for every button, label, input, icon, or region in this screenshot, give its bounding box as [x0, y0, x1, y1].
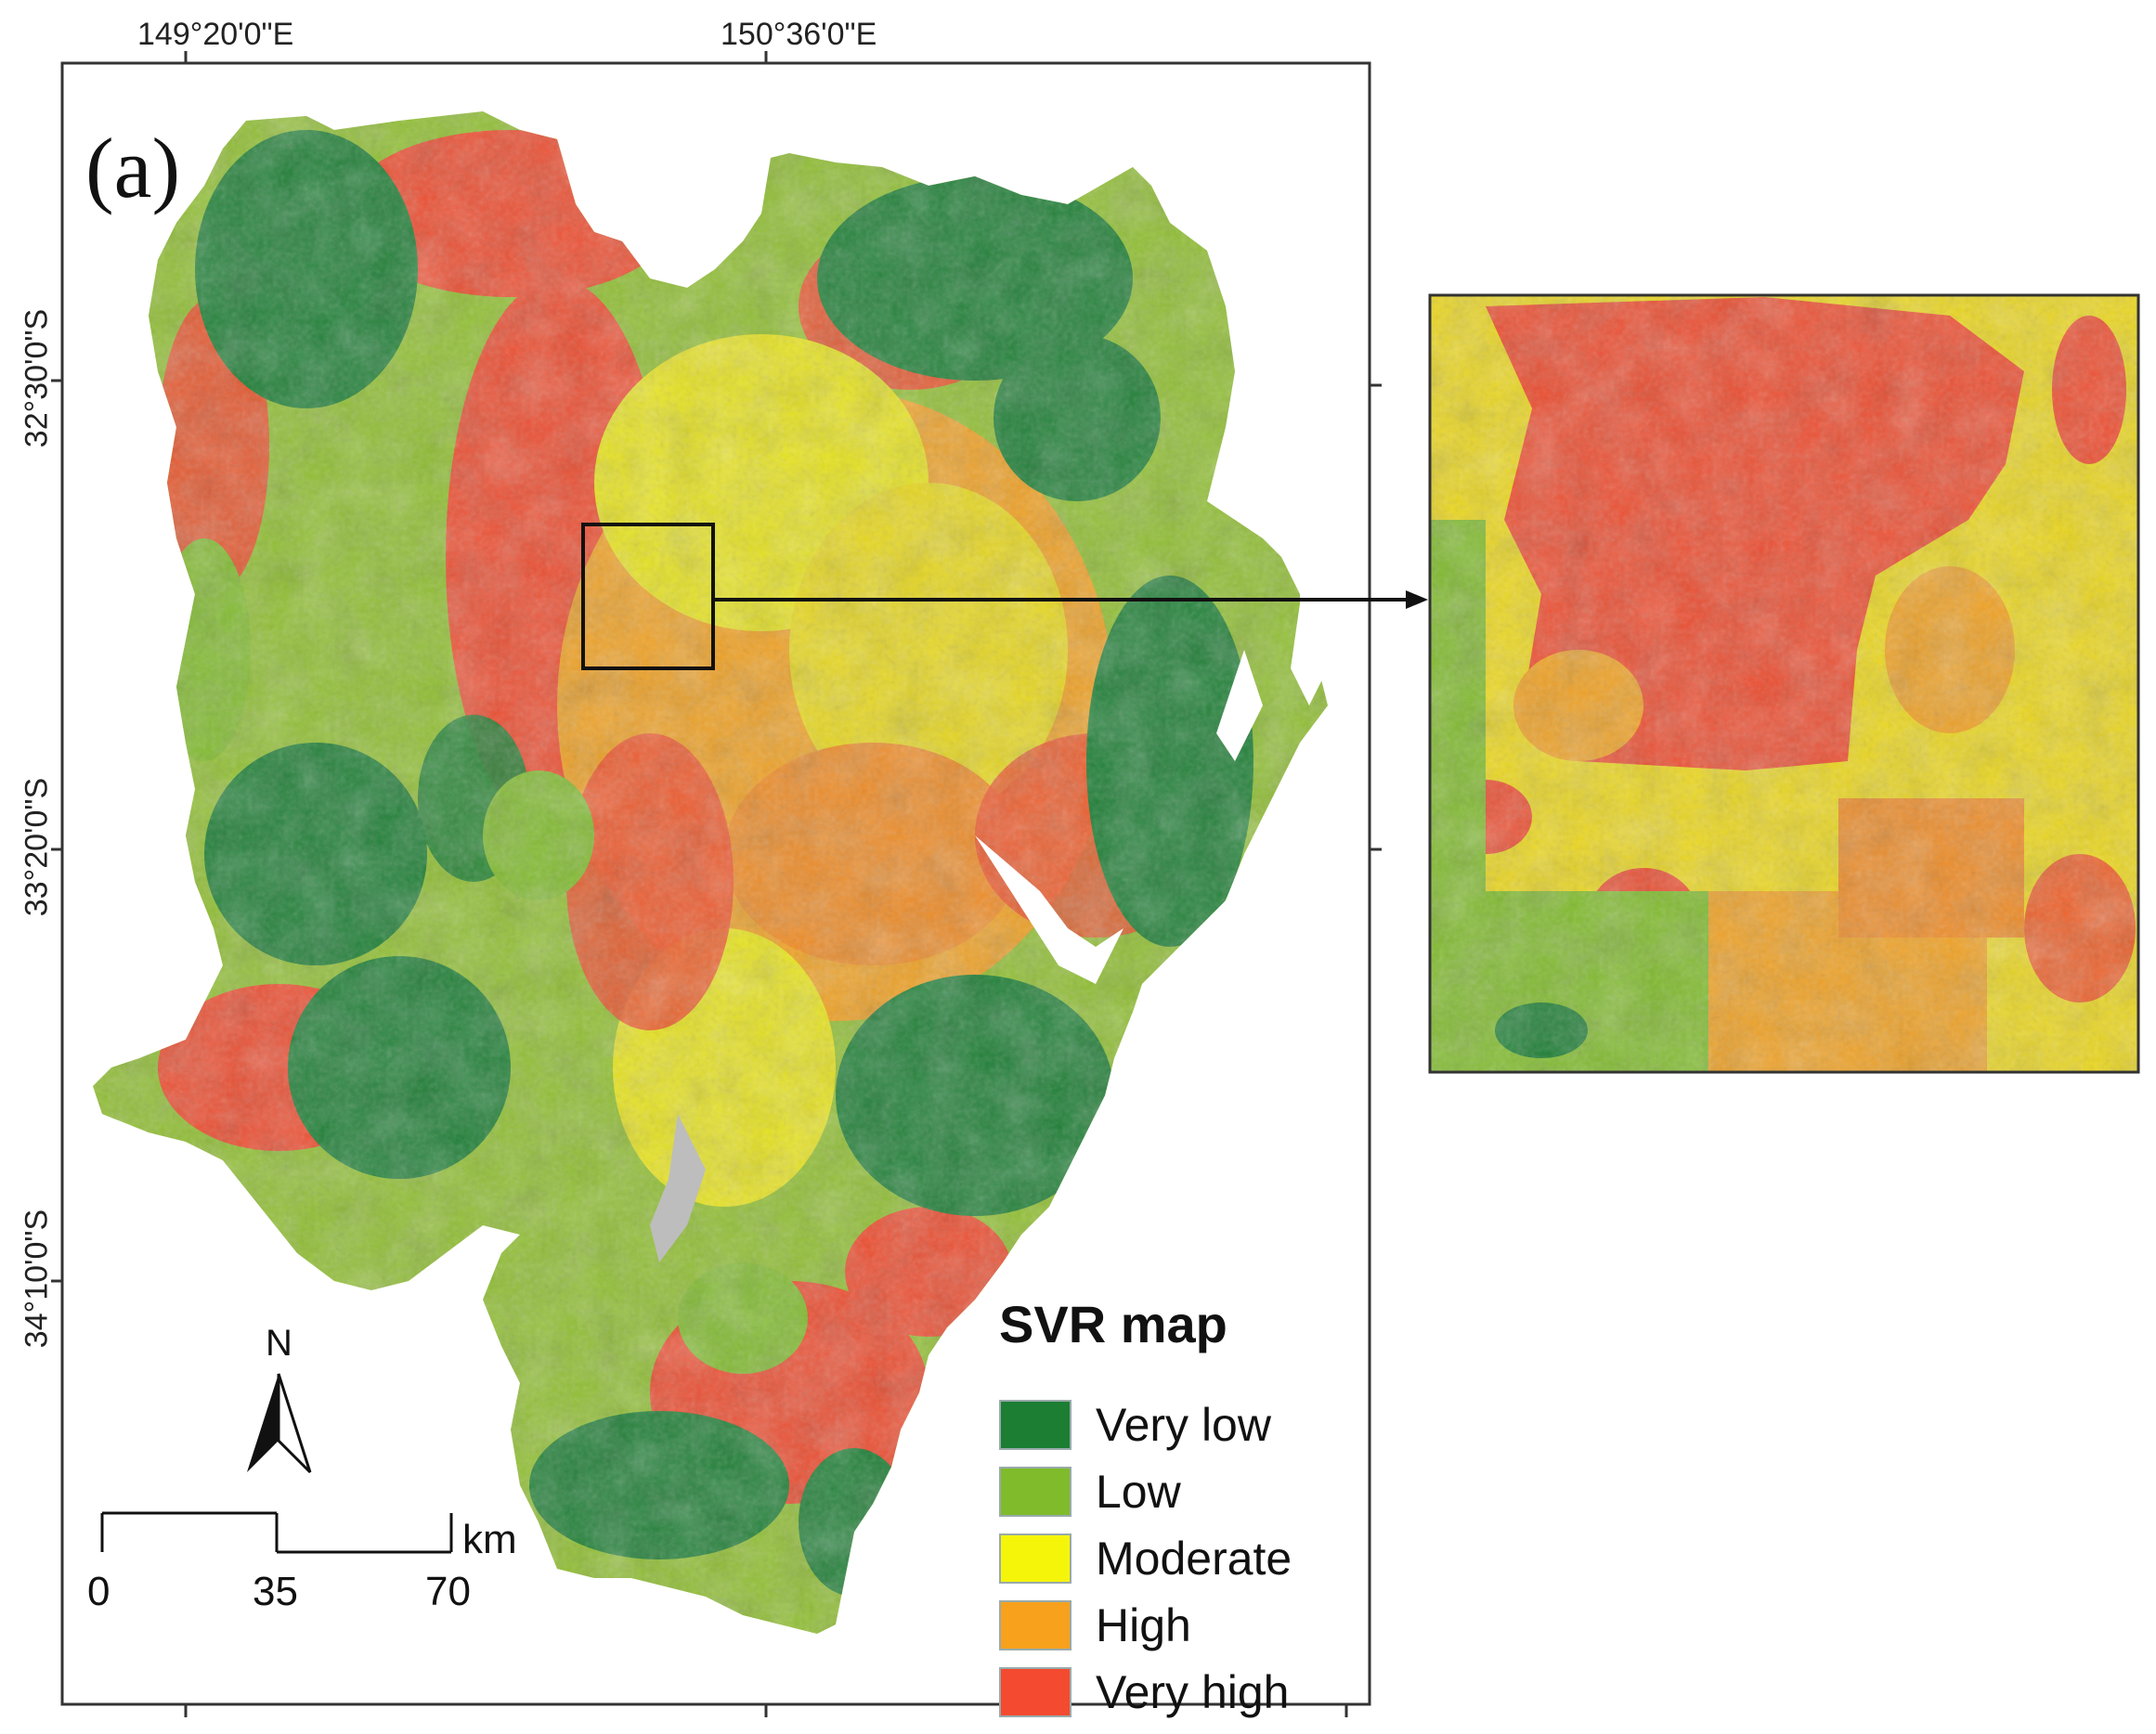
left-coord-3: 34°10'0"S — [19, 1209, 55, 1349]
legend-swatch — [999, 1600, 1072, 1650]
inset-frame — [1428, 293, 2140, 1074]
north-arrow-icon — [247, 1373, 312, 1474]
scale-label-70: 70 — [425, 1569, 471, 1614]
legend-item: Very high — [999, 1665, 1289, 1719]
legend-item: High — [999, 1598, 1191, 1652]
left-coord-1: 32°30'0"S — [19, 308, 55, 448]
legend-item: Moderate — [999, 1532, 1292, 1585]
legend-swatch — [999, 1467, 1072, 1517]
north-label: N — [266, 1323, 292, 1364]
legend-label: Moderate — [1096, 1533, 1292, 1585]
scale-unit: km — [462, 1517, 517, 1562]
legend-title: SVR map — [999, 1295, 1227, 1353]
study-area — [93, 111, 1328, 1634]
panel-label: (a) — [85, 121, 181, 215]
legend-label: High — [1096, 1599, 1191, 1651]
left-coord-2: 33°20'0"S — [19, 777, 55, 917]
legend-item: Low — [999, 1465, 1181, 1519]
legend-label: Very low — [1096, 1399, 1271, 1451]
scale-label-0: 0 — [87, 1569, 110, 1614]
legend-label: Low — [1096, 1466, 1181, 1518]
map-frame — [60, 61, 1371, 1706]
legend-swatch — [999, 1533, 1072, 1584]
legend-label: Very high — [1096, 1666, 1290, 1718]
top-coord-1: 149°20'0"E — [137, 17, 294, 52]
scale-bar — [100, 1511, 453, 1554]
zoom-box — [581, 523, 715, 670]
inset-map — [1430, 295, 2138, 1072]
legend-swatch — [999, 1400, 1072, 1450]
top-coord-2: 150°36'0"E — [721, 17, 877, 52]
legend-swatch — [999, 1667, 1072, 1717]
scale-label-35: 35 — [253, 1569, 298, 1614]
legend-item: Very low — [999, 1398, 1271, 1452]
